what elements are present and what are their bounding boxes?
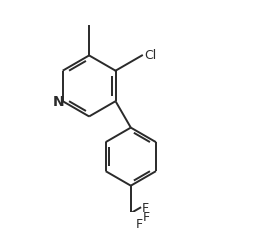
Text: N: N xyxy=(53,95,65,109)
Text: F: F xyxy=(136,217,143,230)
Text: F: F xyxy=(143,210,150,223)
Text: Cl: Cl xyxy=(144,49,156,62)
Text: F: F xyxy=(142,201,149,214)
